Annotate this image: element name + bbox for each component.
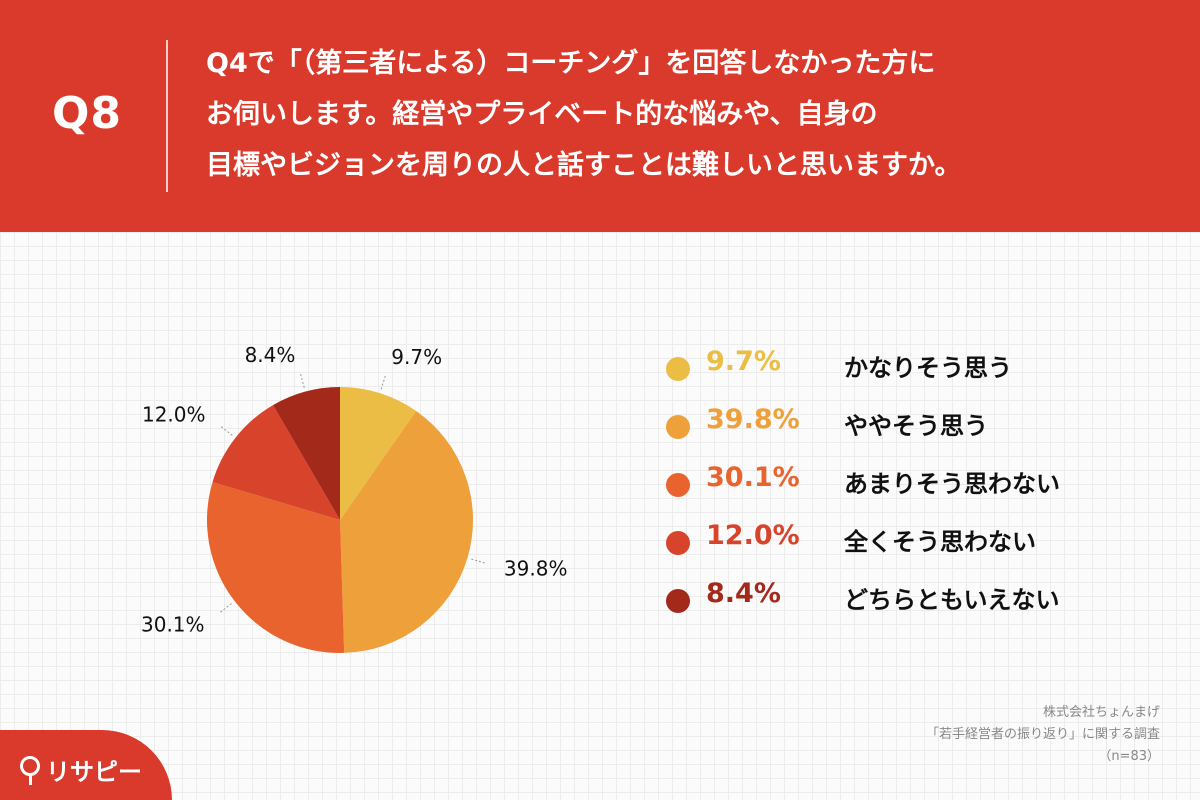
leader-line bbox=[218, 603, 232, 614]
question-text: Q4で「（第三者による）コーチング」を回答しなかった方に お伺いします。経営やプ… bbox=[206, 38, 1186, 191]
pie-slice bbox=[340, 410, 474, 653]
data-label: 39.8% bbox=[504, 557, 568, 581]
legend-swatch bbox=[666, 415, 690, 439]
logo-text: リサピー bbox=[46, 758, 142, 786]
legend-value: 30.1% bbox=[706, 462, 800, 493]
legend-swatch bbox=[666, 589, 690, 613]
legend-label: ややそう思う bbox=[844, 412, 988, 440]
pie-slice bbox=[340, 387, 417, 520]
pie-slice bbox=[212, 405, 340, 520]
pin-icon bbox=[20, 756, 40, 785]
legend-label: かなりそう思う bbox=[844, 354, 1012, 382]
pie-slice bbox=[273, 387, 340, 520]
source-sample-size: （n=83） bbox=[1098, 749, 1160, 764]
data-label: 30.1% bbox=[141, 612, 205, 636]
leader-line bbox=[219, 425, 233, 436]
legend-label: 全くそう思わない bbox=[844, 528, 1036, 556]
pie-slice bbox=[207, 482, 345, 653]
question-line: 目標やビジョンを周りの人と話すことは難しいと思いますか。 bbox=[206, 150, 962, 181]
legend-value: 12.0% bbox=[706, 520, 800, 551]
source-note: 株式会社ちょんまげ 「若手経営者の振り返り」に関する調査 （n=83） bbox=[926, 702, 1160, 768]
legend-swatch bbox=[666, 357, 690, 381]
source-survey: 「若手経営者の振り返り」に関する調査 bbox=[925, 727, 1160, 742]
question-number: Q8 bbox=[52, 88, 123, 139]
header: Q8 Q4で「（第三者による）コーチング」を回答しなかった方に お伺いします。経… bbox=[0, 0, 1200, 232]
chart-panel bbox=[0, 232, 1200, 800]
legend-value: 9.7% bbox=[706, 346, 781, 377]
source-company: 株式会社ちょんまげ bbox=[1042, 705, 1160, 720]
legend-value: 39.8% bbox=[706, 404, 800, 435]
legend-swatch bbox=[666, 473, 690, 497]
data-label: 9.7% bbox=[391, 345, 442, 369]
data-label: 8.4% bbox=[245, 343, 296, 367]
legend-label: あまりそう思わない bbox=[844, 470, 1060, 498]
legend-swatch bbox=[666, 531, 690, 555]
data-label: 12.0% bbox=[142, 402, 206, 426]
header-divider bbox=[166, 40, 168, 192]
question-line: Q4で「（第三者による）コーチング」を回答しなかった方に bbox=[206, 48, 936, 79]
pie-chart: 9.7% 39.8% 30.1% 12.0% 8.4% bbox=[141, 343, 568, 653]
legend-label: どちらともいえない bbox=[844, 586, 1060, 614]
leader-line bbox=[471, 558, 487, 565]
leader-line bbox=[380, 373, 387, 390]
question-line: お伺いします。経営やプライベート的な悩みや、自身の bbox=[206, 99, 878, 130]
legend-value: 8.4% bbox=[706, 578, 781, 609]
leader-line bbox=[299, 372, 305, 388]
